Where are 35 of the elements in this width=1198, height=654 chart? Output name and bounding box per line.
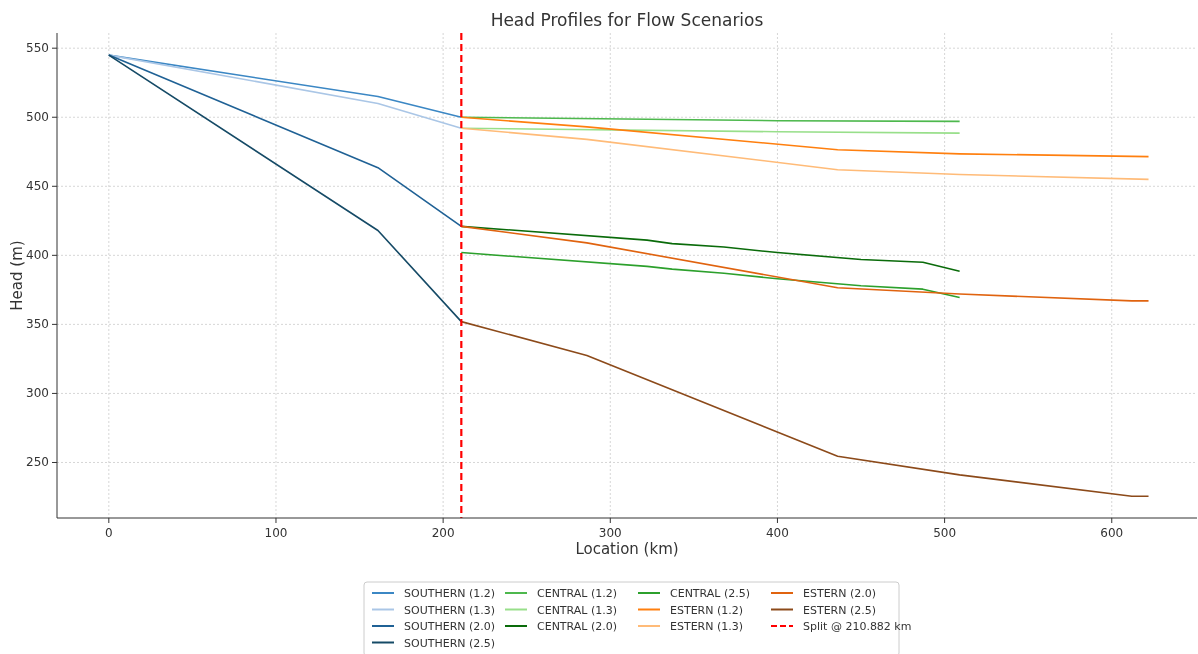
y-tick-label: 550: [26, 41, 49, 56]
legend-label: CENTRAL (1.2): [537, 587, 618, 600]
y-tick-label: 350: [26, 317, 49, 332]
legend-label: ESTERN (1.2): [670, 603, 744, 617]
x-tick-label: 600: [1100, 526, 1124, 540]
y-tick-label: 250: [26, 455, 49, 470]
legend-label: Split @ 210.882 km: [803, 620, 912, 633]
line-series: [460, 320, 1150, 498]
x-axis-title: Location (km): [575, 540, 679, 558]
legend-label: CENTRAL (2.5): [670, 587, 751, 600]
legend-label: CENTRAL (2.0): [537, 620, 618, 633]
legend-label: SOUTHERN (2.0): [404, 620, 496, 633]
line-series: [460, 127, 1150, 181]
legend-label: SOUTHERN (1.2): [404, 587, 496, 600]
x-tick-label: 500: [933, 526, 957, 540]
legend-label: SOUTHERN (1.3): [404, 603, 496, 617]
x-tick-label: 300: [598, 526, 622, 540]
chart-title: Head Profiles for Flow Scenarios: [490, 10, 764, 30]
y-axis-title: Head (m): [8, 240, 26, 311]
x-tick-label: 0: [105, 526, 113, 540]
line-series: [460, 116, 1150, 158]
legend-label: CENTRAL (1.3): [537, 603, 618, 617]
legend-label: SOUTHERN (2.5): [404, 636, 496, 650]
legend-label: ESTERN (1.3): [670, 620, 744, 633]
x-tick-label: 400: [765, 526, 789, 540]
y-tick-label: 400: [26, 248, 49, 263]
x-tick-label: 200: [431, 526, 455, 540]
line-series: [460, 225, 1150, 302]
y-tick-label: 500: [26, 110, 49, 125]
y-tick-label: 450: [26, 179, 49, 194]
y-tick-label: 300: [26, 386, 49, 401]
legend-label: ESTERN (2.0): [803, 587, 877, 600]
legend-label: ESTERN (2.5): [803, 603, 877, 617]
x-tick-label: 100: [264, 526, 288, 540]
line-series: [460, 251, 961, 299]
